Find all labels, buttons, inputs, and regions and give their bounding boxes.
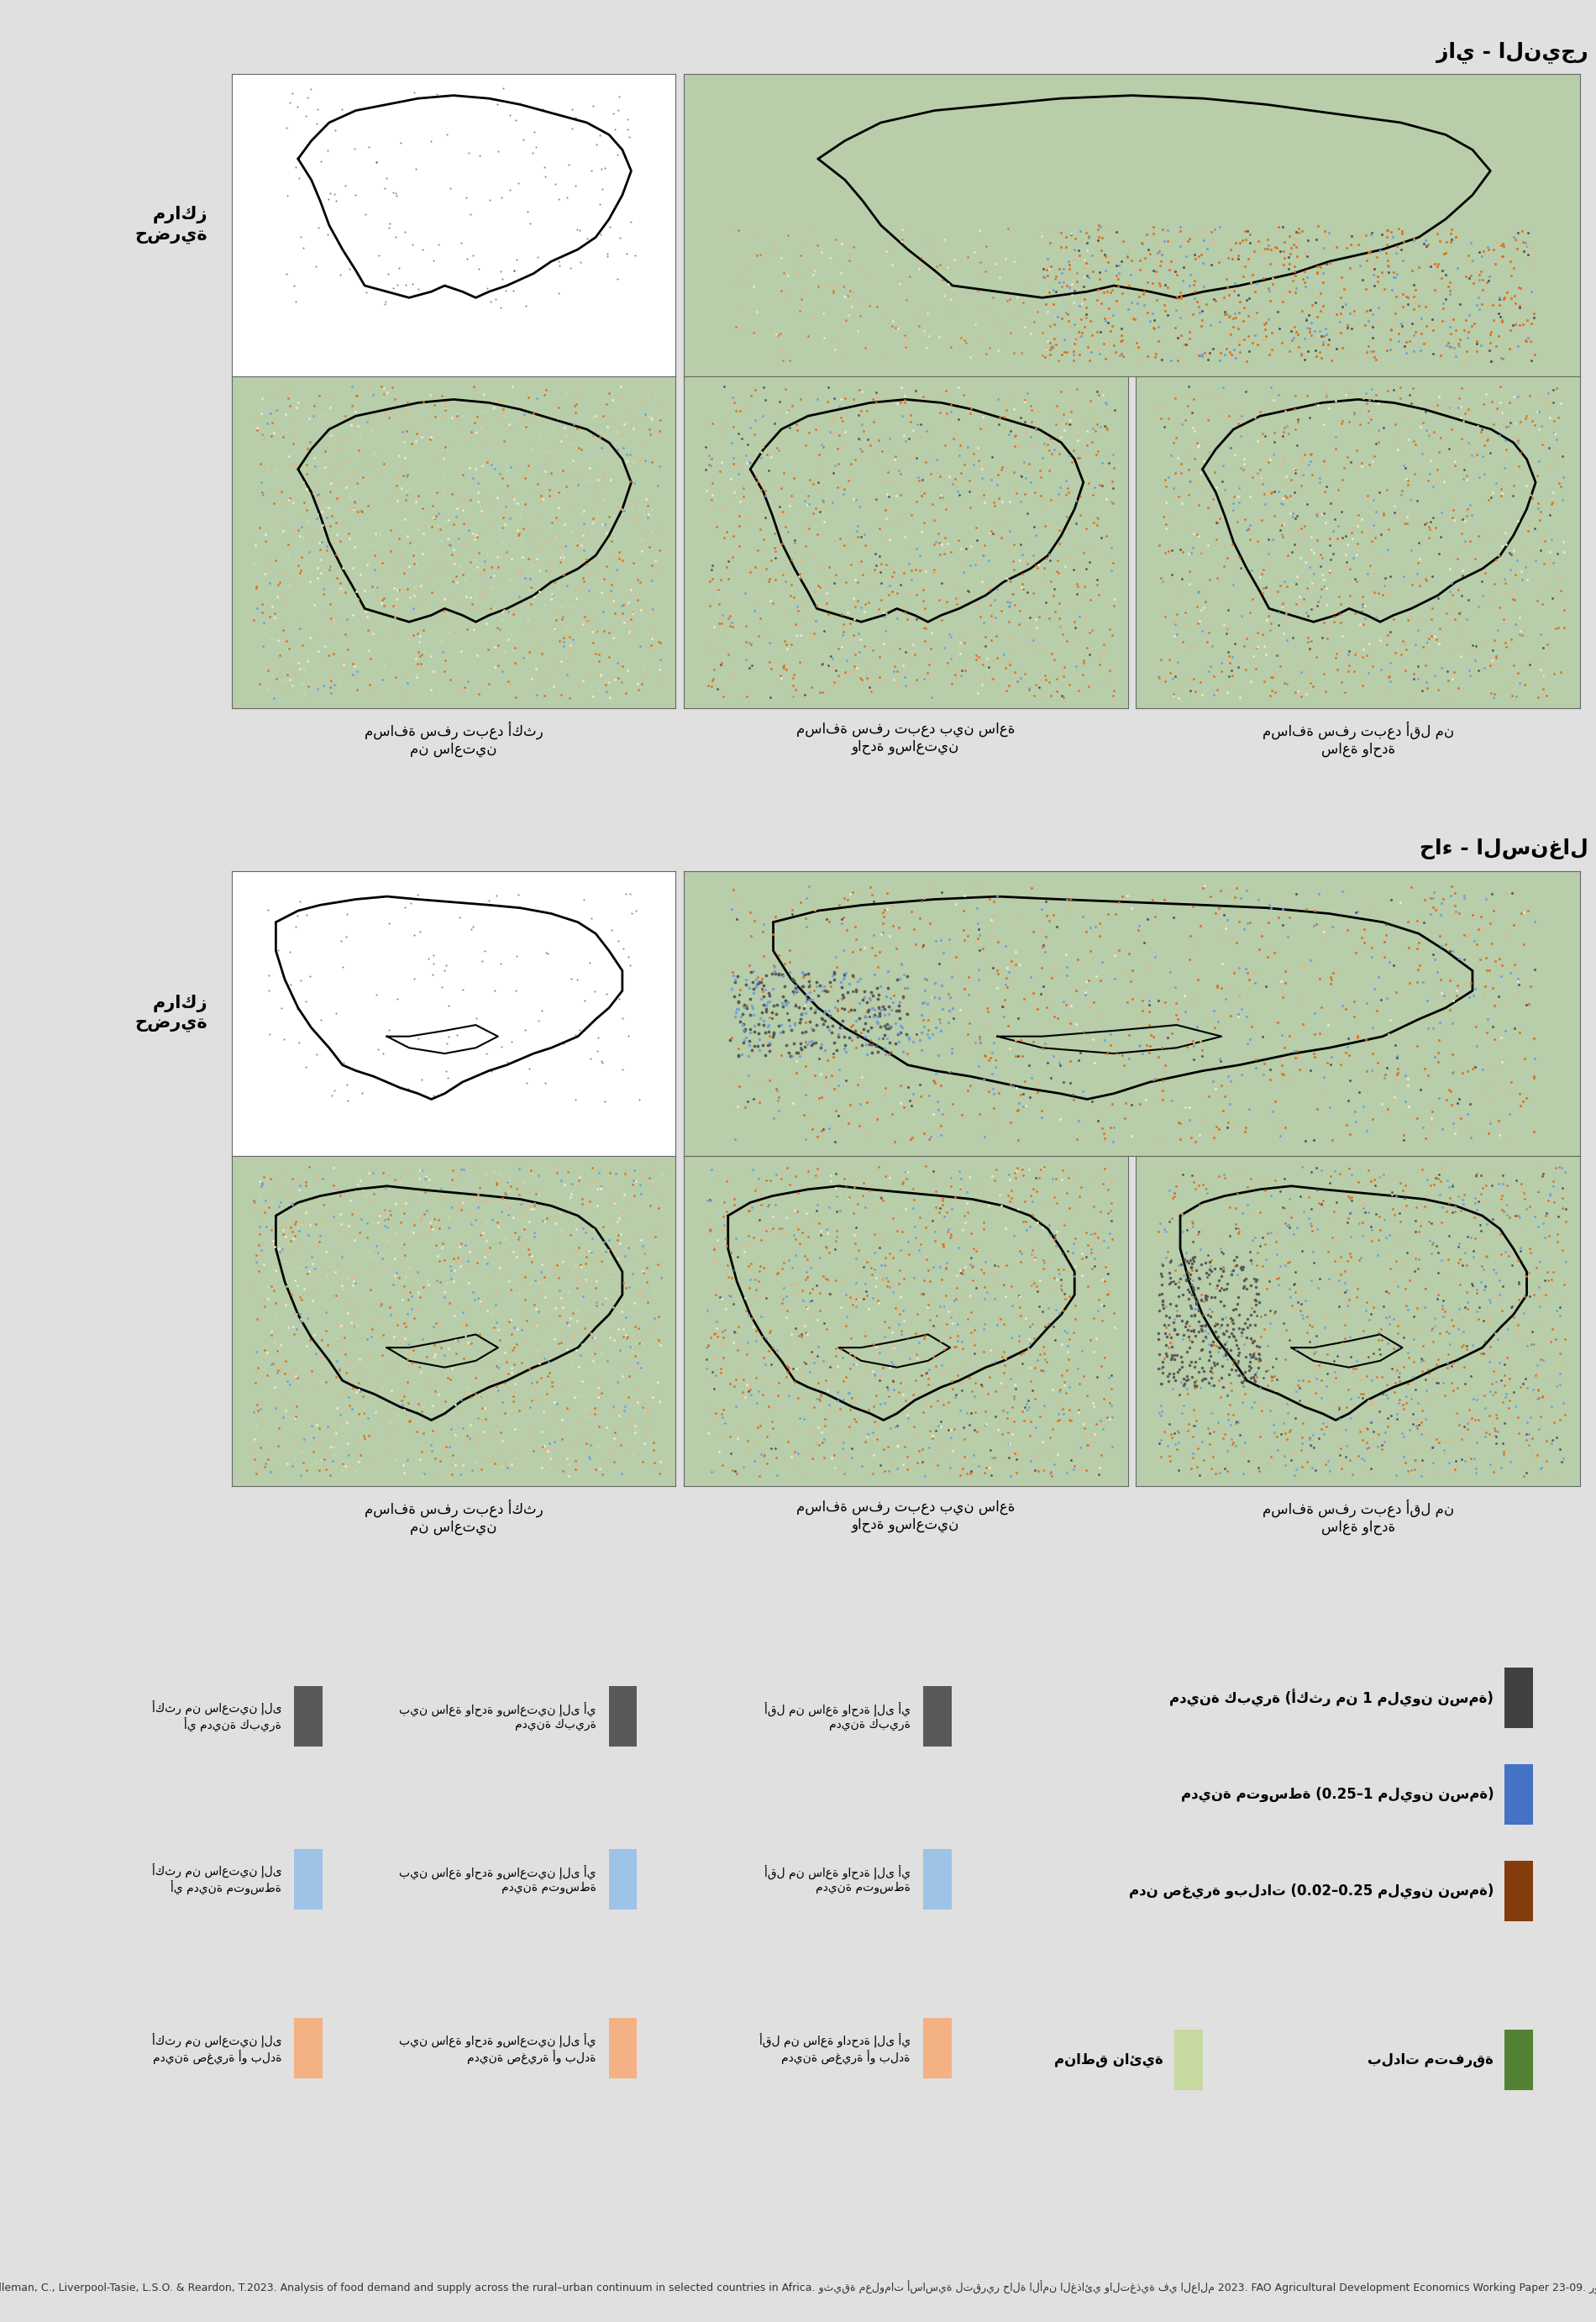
Text: مسافة سفر تبعد أكثر
من ساعتين: مسافة سفر تبعد أكثر من ساعتين <box>364 1500 543 1535</box>
Bar <box>1505 2029 1534 2090</box>
Text: مراكز
حضرية: مراكز حضرية <box>134 994 207 1033</box>
Bar <box>608 1686 637 1746</box>
Text: أقل من ساعة واحدة إلى أي
مدينة متوسطة: أقل من ساعة واحدة إلى أي مدينة متوسطة <box>764 1865 910 1892</box>
Text: أكثر من ساعتين إلى
أي مدينة متوسطة: أكثر من ساعتين إلى أي مدينة متوسطة <box>152 1862 281 1895</box>
Text: بين ساعة واحدة وساعتين إلى أي
مدينة كبيرة: بين ساعة واحدة وساعتين إلى أي مدينة كبير… <box>399 1702 595 1730</box>
Text: مسافة سفر تبعد أكثر
من ساعتين: مسافة سفر تبعد أكثر من ساعتين <box>364 722 543 757</box>
Text: بين ساعة واحدة وساعتين إلى أي
مدينة صغيرة أو بلدة: بين ساعة واحدة وساعتين إلى أي مدينة صغير… <box>399 2032 595 2064</box>
Bar <box>608 2018 637 2078</box>
Text: بلدات متفرقة: بلدات متفرقة <box>1368 2053 1494 2067</box>
Text: مسافة سفر تبعد بين ساعة
واحدة وساعتين: مسافة سفر تبعد بين ساعة واحدة وساعتين <box>796 1500 1015 1533</box>
Bar <box>294 1686 322 1746</box>
Text: أكثر من ساعتين إلى
مدينة صغيرة أو بلدة: أكثر من ساعتين إلى مدينة صغيرة أو بلدة <box>152 2032 281 2064</box>
Bar <box>1505 1860 1534 1920</box>
Text: مسافة سفر تبعد بين ساعة
واحدة وساعتين: مسافة سفر تبعد بين ساعة واحدة وساعتين <box>796 722 1015 755</box>
Text: حاء - السنغال: حاء - السنغال <box>1419 838 1588 859</box>
Text: بين ساعة واحدة وساعتين إلى أي
مدينة متوسطة: بين ساعة واحدة وساعتين إلى أي مدينة متوس… <box>399 1865 595 1892</box>
Bar <box>1505 1765 1534 1825</box>
Text: أقل من ساعة وادحدة إلى أي
مدينة صغيرة أو بلدة: أقل من ساعة وادحدة إلى أي مدينة صغيرة أو… <box>760 2032 910 2064</box>
Text: المصدر: Dolislager, M.J, Holleman, C., Liverpool-Tasie, L.S.O. & Reardon, T.2023: المصدر: Dolislager, M.J, Holleman, C., L… <box>0 2280 1596 2294</box>
Text: مسافة سفر تبعد أقل من
ساعة واحدة: مسافة سفر تبعد أقل من ساعة واحدة <box>1262 722 1454 757</box>
Text: مناطق نائية: مناطق نائية <box>1055 2053 1163 2067</box>
Bar <box>1505 1667 1534 1728</box>
Text: مدينة متوسطة (0.25–1 مليون نسمة): مدينة متوسطة (0.25–1 مليون نسمة) <box>1181 1788 1494 1802</box>
Text: أقل من ساعة واحدة إلى أي
مدينة كبيرة: أقل من ساعة واحدة إلى أي مدينة كبيرة <box>764 1702 910 1730</box>
Bar <box>1175 2029 1203 2090</box>
Text: مسافة سفر تبعد أقل من
ساعة واحدة: مسافة سفر تبعد أقل من ساعة واحدة <box>1262 1500 1454 1535</box>
Bar <box>294 2018 322 2078</box>
Bar <box>922 2018 951 2078</box>
Bar <box>922 1848 951 1909</box>
Text: زاي - النيجر: زاي - النيجر <box>1436 42 1588 63</box>
Text: مدينة كبيرة (أكثر من 1 مليون نسمة): مدينة كبيرة (أكثر من 1 مليون نسمة) <box>1170 1688 1494 1707</box>
Bar <box>608 1848 637 1909</box>
Bar <box>922 1686 951 1746</box>
Text: مراكز
حضرية: مراكز حضرية <box>134 207 207 244</box>
Text: أكثر من ساعتين إلى
أي مدينة كبيرة: أكثر من ساعتين إلى أي مدينة كبيرة <box>152 1700 281 1732</box>
Bar <box>294 1848 322 1909</box>
Text: مدن صغيرة وبلدات (0.02–0.25 مليون نسمة): مدن صغيرة وبلدات (0.02–0.25 مليون نسمة) <box>1128 1883 1494 1899</box>
